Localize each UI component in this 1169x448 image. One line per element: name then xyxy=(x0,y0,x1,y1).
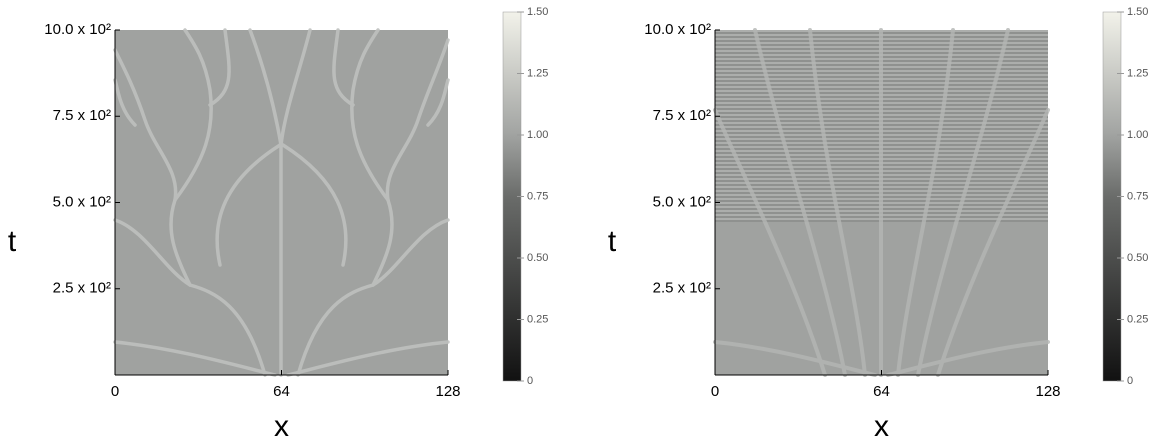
colorbar-tick-label: 0.50 xyxy=(1127,252,1148,264)
heatmap-features xyxy=(113,28,450,377)
x-tick-label: 128 xyxy=(435,383,460,400)
feature-line xyxy=(896,28,955,377)
feature-line xyxy=(916,28,1010,377)
feature-line xyxy=(753,28,847,377)
colorbar-tick-label: 0 xyxy=(527,375,533,387)
x-tick-label: 128 xyxy=(1035,383,1060,400)
colorbar-tick-label: 1.25 xyxy=(1127,67,1148,79)
feature-line xyxy=(371,38,450,287)
feature-line xyxy=(173,28,213,202)
heatmap-features xyxy=(713,28,1050,377)
y-tick-label: 5.0 x 10² xyxy=(653,193,711,210)
y-axis-label: t xyxy=(8,225,17,258)
x-tick-label: 0 xyxy=(111,383,119,400)
y-tick-label: 7.5 x 10² xyxy=(53,107,111,124)
colorbar-tick-label: 1.50 xyxy=(527,6,548,18)
feature-line xyxy=(886,340,1050,377)
y-tick-label: 10.0 x 10² xyxy=(644,21,711,38)
feature-line xyxy=(713,108,827,377)
feature-line xyxy=(713,340,877,377)
y-tick-label: 10.0 x 10² xyxy=(44,21,111,38)
feature-line xyxy=(248,28,283,147)
feature-line xyxy=(808,28,867,377)
feature-line xyxy=(332,28,355,107)
feature-line xyxy=(426,78,450,127)
feature-line xyxy=(281,143,348,267)
colorbar-tick-label: 0.75 xyxy=(1127,190,1148,202)
colorbar-tick-label: 0 xyxy=(1127,375,1133,387)
colorbar-tick-label: 1.00 xyxy=(1127,129,1148,141)
feature-line xyxy=(113,340,277,377)
feature-line xyxy=(113,48,192,287)
feature-line xyxy=(113,78,137,127)
colorbar-tick-label: 0.75 xyxy=(527,190,548,202)
colorbar-tick-label: 0.25 xyxy=(527,313,548,325)
colorbar-tick-label: 0.25 xyxy=(1127,313,1148,325)
x-axis-label: x xyxy=(274,410,289,443)
x-tick-label: 64 xyxy=(273,383,290,400)
feature-line xyxy=(286,340,450,377)
x-tick-label: 64 xyxy=(873,383,890,400)
y-axis-label: t xyxy=(608,225,617,258)
feature-line xyxy=(208,28,231,107)
colorbar-tick-label: 1.25 xyxy=(527,67,548,79)
y-tick-label: 2.5 x 10² xyxy=(653,280,711,297)
feature-line xyxy=(350,28,390,202)
feature-line xyxy=(936,108,1050,377)
x-tick-label: 0 xyxy=(711,383,719,400)
colorbar-tick-label: 1.00 xyxy=(527,129,548,141)
colorbar-tick-label: 0.50 xyxy=(527,252,548,264)
y-tick-label: 5.0 x 10² xyxy=(53,193,111,210)
colorbar-tick-label: 1.50 xyxy=(1127,6,1148,18)
y-tick-label: 2.5 x 10² xyxy=(53,280,111,297)
x-axis-label: x xyxy=(874,410,889,443)
y-tick-label: 7.5 x 10² xyxy=(653,107,711,124)
feature-line xyxy=(215,143,282,267)
